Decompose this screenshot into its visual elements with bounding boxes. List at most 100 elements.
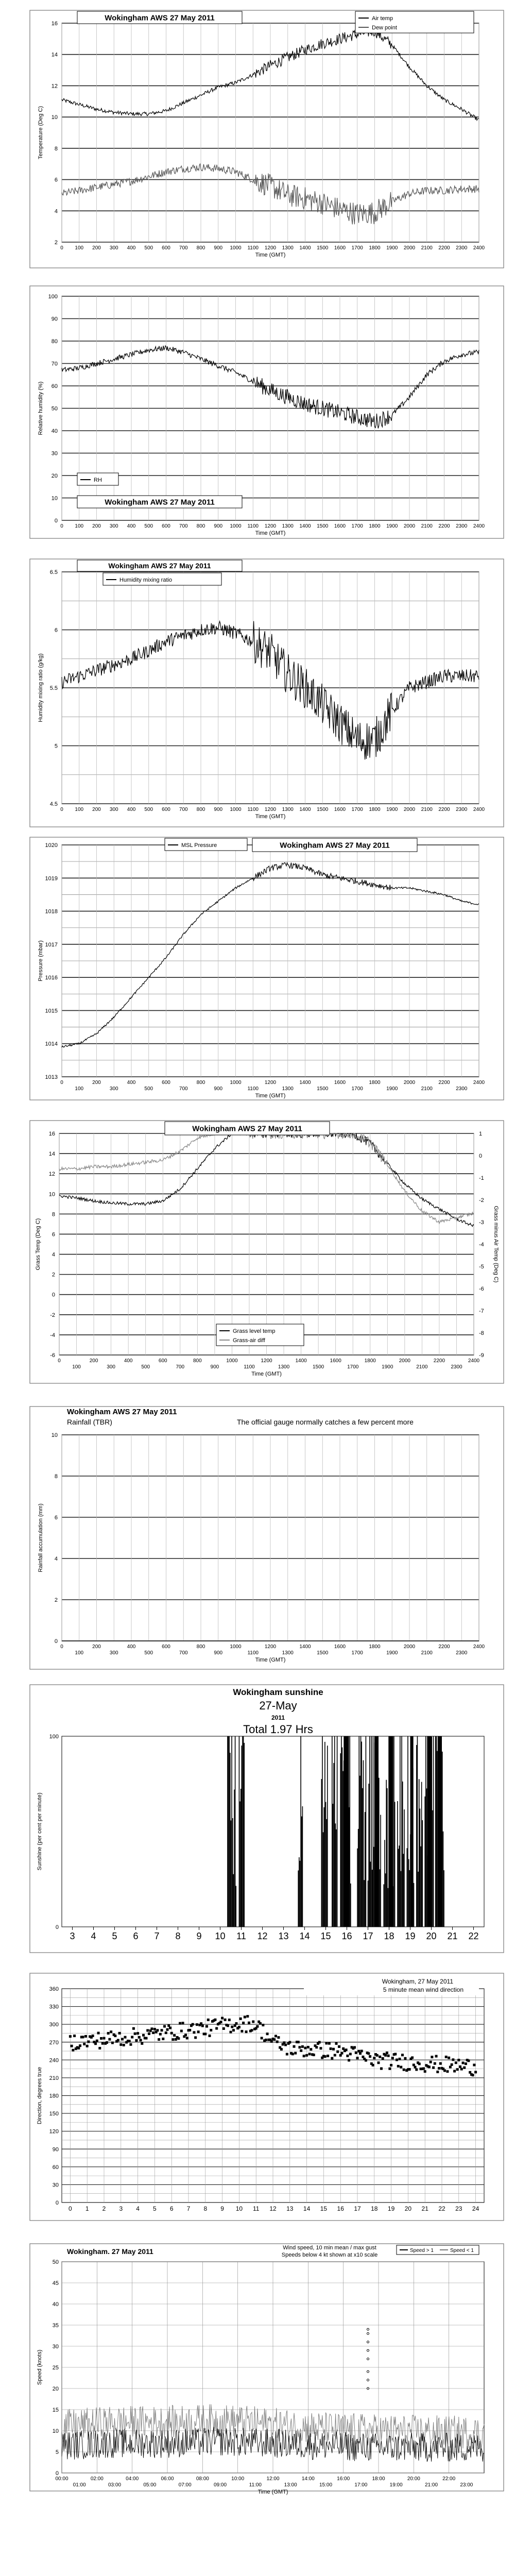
x-tick-label: 400 [127, 807, 136, 812]
direction-point [267, 2038, 270, 2041]
direction-point [256, 2025, 259, 2028]
direction-point [81, 2036, 84, 2039]
x-tick-label: 1000 [230, 1644, 242, 1650]
direction-point [221, 2016, 224, 2020]
x-tick-label: 13:00 [284, 2482, 297, 2488]
y-tick-label: 4 [55, 208, 58, 214]
y-tick-label: 330 [49, 2004, 59, 2010]
y-tick-label: 25 [53, 2365, 59, 2371]
direction-point [139, 2039, 142, 2042]
x-tick-label: 13 [286, 2205, 294, 2212]
gust-outlier [367, 2379, 369, 2382]
direction-point [284, 2043, 287, 2046]
x-tick-label: 1800 [369, 807, 381, 812]
direction-point [260, 2037, 263, 2040]
x-axis-label: Time (GMT) [255, 1093, 286, 1099]
y-tick-label: 5 [55, 743, 58, 750]
direction-point [111, 2041, 114, 2044]
x-tick-label: 12 [257, 1931, 267, 1941]
direction-point [380, 2067, 383, 2070]
direction-point [143, 2037, 146, 2040]
x-tick-label: 2300 [456, 1650, 468, 1656]
x-tick-label: 04:00 [126, 2476, 139, 2482]
direction-point [409, 2057, 413, 2060]
y-tick-label: 90 [52, 316, 58, 323]
title-box [77, 495, 243, 509]
y-tick-label: 270 [49, 2040, 59, 2046]
y-tick-label: 12 [52, 83, 58, 89]
direction-point [346, 2054, 349, 2057]
legend-box [216, 1324, 304, 1346]
direction-point [405, 2069, 408, 2072]
x-tick-label: 1600 [334, 807, 346, 812]
x-tick-label: 700 [176, 1364, 184, 1370]
x-tick-label: 800 [197, 1080, 205, 1086]
y-tick-label: 15 [53, 2407, 59, 2413]
x-tick-label: 2000 [404, 245, 416, 251]
direction-point [142, 2033, 145, 2037]
x-tick-label: 0 [58, 1358, 61, 1364]
direction-point [243, 2015, 246, 2019]
direction-point [287, 2042, 290, 2045]
x-tick-label: 17 [363, 1931, 373, 1941]
direction-point [311, 2053, 314, 2056]
x-tick-label: 1400 [299, 1644, 311, 1650]
x-tick-label: 2300 [456, 1086, 468, 1092]
direction-point [464, 2062, 467, 2065]
x-tick-label: 1300 [282, 807, 294, 812]
x-tick-label: 9 [196, 1931, 201, 1941]
direction-point [173, 2034, 176, 2037]
direction-point [364, 2059, 367, 2062]
speed-series-1 [61, 2404, 485, 2449]
direction-point [170, 2031, 173, 2035]
x-tick-label: 900 [214, 1086, 222, 1092]
y-tick-label: 0 [56, 1924, 59, 1930]
x-tick-label: 2200 [438, 523, 450, 529]
direction-point [328, 2042, 331, 2045]
x-tick-label: 2200 [438, 245, 450, 251]
x-tick-label: 1400 [295, 1358, 307, 1364]
direction-point [208, 2034, 211, 2037]
direction-point [119, 2043, 123, 2046]
direction-point [135, 2039, 138, 2042]
direction-point [390, 2063, 393, 2066]
x-tick-label: 21:00 [425, 2482, 438, 2488]
chart-subtitle: Wind speed, 10 min mean / max gust [283, 2245, 376, 2251]
legend-label: Grass level temp [233, 1328, 276, 1334]
direction-point [174, 2038, 177, 2041]
direction-point [370, 2062, 373, 2065]
direction-point [422, 2067, 425, 2070]
direction-point [132, 2027, 135, 2030]
direction-point [308, 2053, 311, 2056]
direction-point [339, 2054, 342, 2057]
title-box [77, 560, 243, 572]
x-tick-label: 300 [110, 245, 118, 251]
direction-point [258, 2020, 261, 2023]
x-tick-label: 500 [144, 245, 153, 251]
y-tick-label: 1015 [45, 1008, 58, 1014]
x-tick-label: 2200 [438, 1644, 450, 1650]
direction-point [122, 2043, 125, 2046]
direction-point [138, 2036, 141, 2039]
direction-point [438, 2067, 441, 2070]
x-tick-label: 2300 [456, 245, 468, 251]
direction-point [136, 2032, 140, 2035]
x-tick-label: 15:00 [319, 2482, 332, 2488]
y-tick-label: 16 [49, 1131, 55, 1137]
x-tick-label: 400 [127, 245, 136, 251]
x-tick-label: 1800 [369, 523, 381, 529]
direction-point [322, 2055, 325, 2058]
direction-point [473, 2063, 476, 2066]
y-tick-label: 16 [52, 21, 58, 27]
direction-point [315, 2046, 318, 2049]
direction-point [269, 2038, 272, 2041]
x-tick-label: 19 [405, 1931, 415, 1941]
direction-point [293, 2045, 296, 2048]
direction-point [435, 2055, 438, 2058]
direction-point [288, 2041, 291, 2044]
sun-bar-full [344, 1736, 349, 1927]
direction-point [304, 2046, 307, 2049]
x-tick-label: 100 [75, 523, 83, 529]
